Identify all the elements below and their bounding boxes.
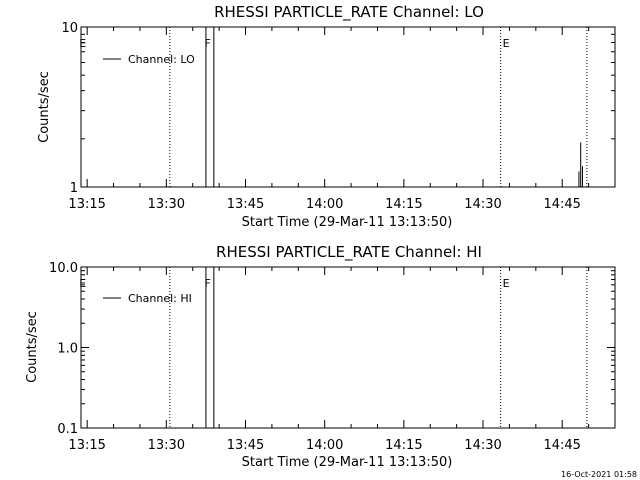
marker-label: E	[79, 37, 86, 50]
x-tick-label: 14:45	[543, 438, 580, 453]
x-tick-label: 14:00	[306, 438, 343, 453]
timestamp-footer: 16-Oct-2021 01:58	[561, 470, 637, 479]
x-tick-label: 13:45	[227, 197, 264, 212]
event-label: E	[503, 37, 510, 50]
y-tick-label: 1.0	[57, 342, 78, 357]
x-axis-label-hi: Start Time (29-Mar-11 13:13:50)	[242, 455, 453, 470]
marker-label: F	[205, 37, 211, 50]
x-tick-label: 13:30	[148, 197, 185, 212]
legend-lo: Channel: LO	[103, 53, 195, 66]
legend-label-hi: Channel: HI	[128, 292, 192, 305]
y-tick-label: 10.0	[49, 261, 78, 276]
x-tick-label: 13:45	[227, 438, 264, 453]
plot-frame-lo	[80, 26, 616, 188]
y-tick-label: 10	[61, 21, 78, 36]
chart-lo: RHESSI PARTICLE_RATE Channel: LO 13:15 13…	[37, 3, 616, 230]
x-tick-label: 14:15	[385, 438, 422, 453]
chart-title-lo: RHESSI PARTICLE_RATE Channel: LO	[214, 3, 484, 22]
y-tick-label: 0.1	[57, 422, 78, 437]
chart-title-hi: RHESSI PARTICLE_RATE Channel: HI	[216, 243, 482, 262]
x-tick-label: 13:15	[68, 438, 105, 453]
marker-label: F	[205, 277, 211, 290]
y-tick-label: 1	[70, 181, 78, 196]
x-tick-label: 13:15	[68, 197, 105, 212]
x-axis-label-lo: Start Time (29-Mar-11 13:13:50)	[242, 215, 453, 230]
y-axis-label-hi: Counts/sec	[25, 311, 40, 383]
x-tick-label: 13:30	[148, 438, 185, 453]
chart-hi: RHESSI PARTICLE_RATE Channel: HI 13:15 13…	[25, 243, 616, 470]
legend-hi: Channel: HI	[103, 292, 192, 305]
x-tick-label: 14:00	[306, 197, 343, 212]
x-tick-label: 14:30	[464, 438, 501, 453]
event-label: E	[503, 277, 510, 290]
marker-label: E	[79, 277, 86, 290]
x-tick-label: 14:15	[385, 197, 422, 212]
x-tick-label: 14:30	[464, 197, 501, 212]
legend-label-lo: Channel: LO	[128, 53, 195, 66]
y-axis-label-lo: Counts/sec	[37, 71, 52, 143]
x-tick-label: 14:45	[543, 197, 580, 212]
